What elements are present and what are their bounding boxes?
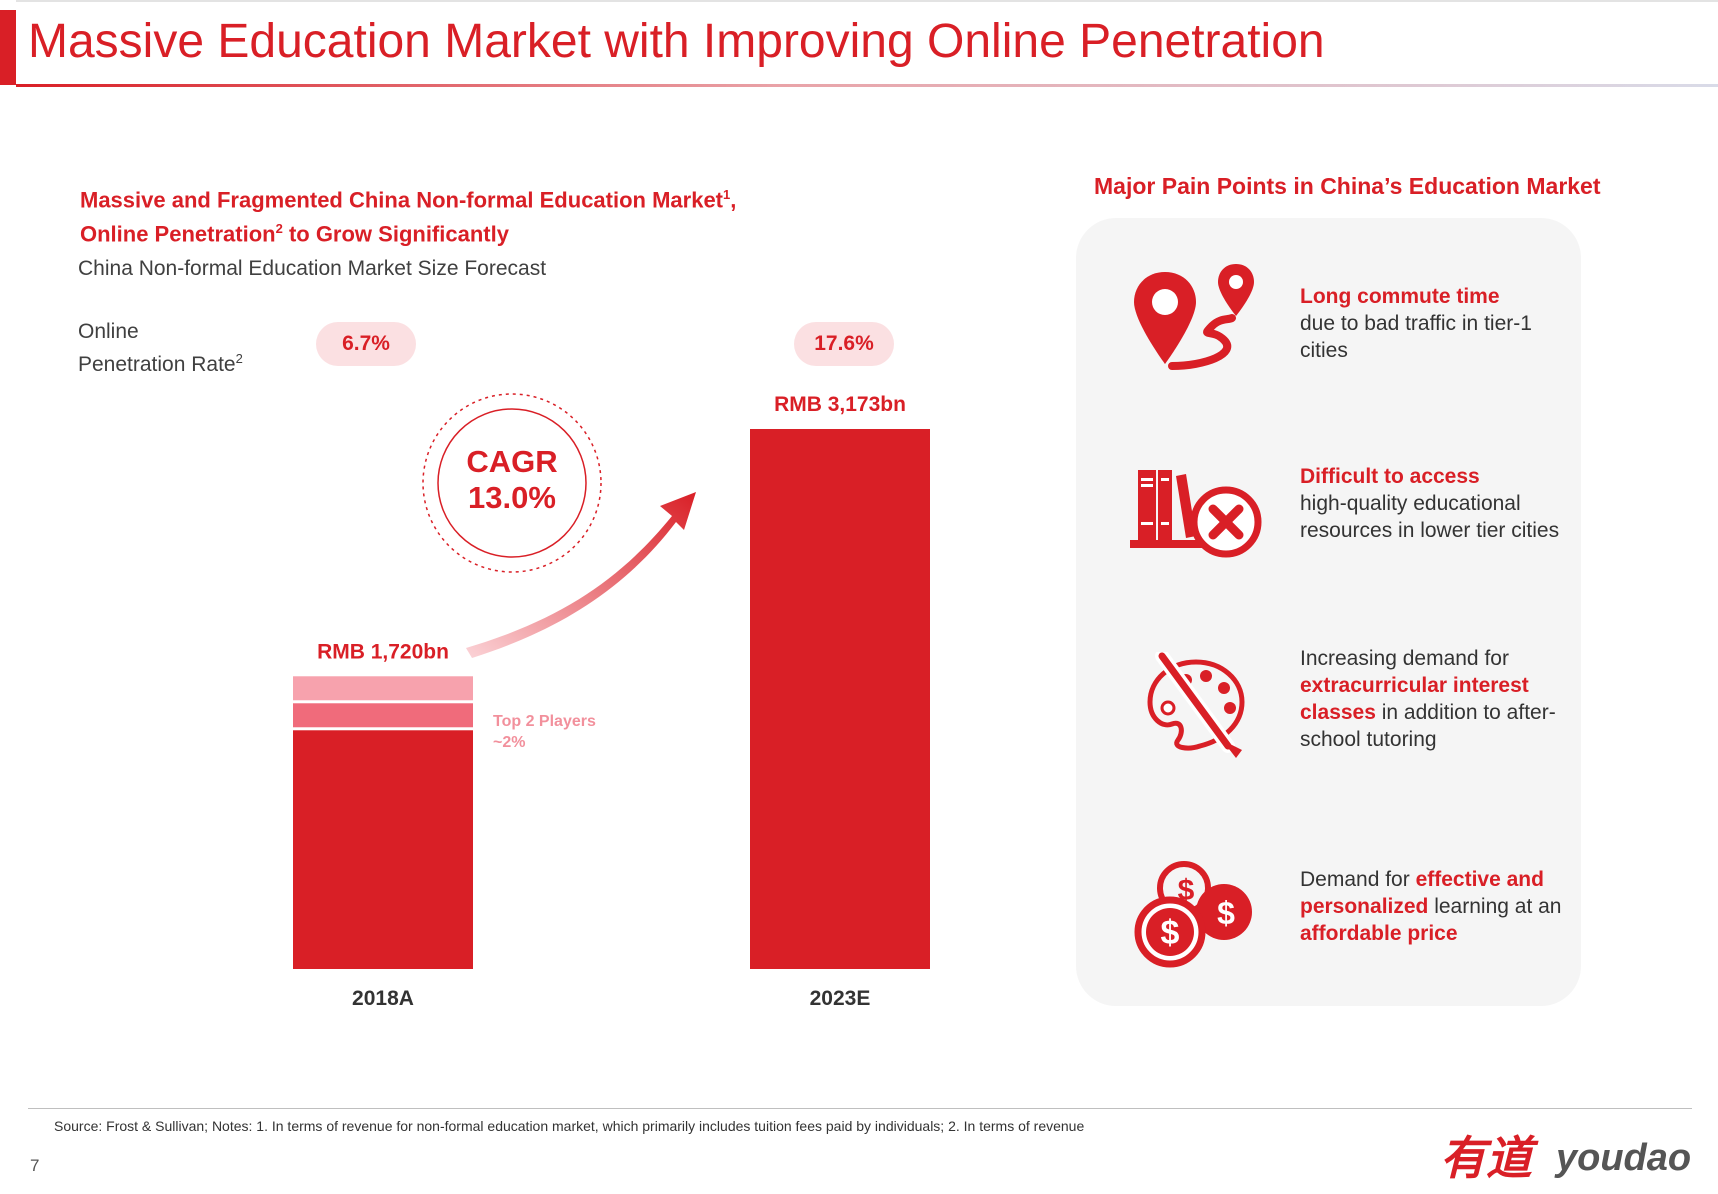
pain-point-4-text-4: affordable price <box>1300 922 1458 945</box>
pain-point-2-text-1: Difficult to access <box>1300 465 1480 488</box>
pain-point-3-text-1: Increasing demand for <box>1300 647 1509 670</box>
title-underline <box>16 84 1718 87</box>
svg-text:$: $ <box>1217 895 1235 931</box>
footnote-ref-2: 2 <box>275 221 283 237</box>
top-players-share: ~2% <box>493 734 525 751</box>
bar-2023E <box>750 429 930 969</box>
svg-text:$: $ <box>1178 874 1195 907</box>
category-label-2023E: 2023E <box>810 987 871 1010</box>
pain-point-3-text-2: extracurricular interest classes <box>1300 674 1529 724</box>
pain-point-1: Long commute time due to bad traffic in t… <box>1300 283 1580 364</box>
pain-point-1-text-2: due to bad traffic in tier-1 cities <box>1300 312 1532 362</box>
svg-text:$: $ <box>1161 914 1180 952</box>
penetration-rate-label: Online Penetration Rate2 <box>78 318 243 378</box>
title-accent-bar <box>0 10 16 85</box>
cagr-value: 13.0% <box>468 480 556 515</box>
footnote-ref-1: 1 <box>723 187 731 202</box>
chart-heading-line2a: Online Penetration <box>80 221 276 247</box>
source-note: Source: Frost & Sullivan; Notes: 1. In t… <box>54 1118 1085 1134</box>
pain-point-3: Increasing demand for extracurricular in… <box>1300 645 1580 753</box>
chart-heading: Massive and Fragmented China Non-formal … <box>80 180 736 249</box>
bar-value-label-2023E: RMB 3,173bn <box>774 393 906 416</box>
bar-value-label-2018A: RMB 1,720bn <box>317 640 449 663</box>
pain-point-4-text-2: effective and personalized <box>1300 868 1544 918</box>
category-label-2018A: 2018A <box>352 987 414 1010</box>
chart-heading-line1: Massive and Fragmented China Non-formal … <box>80 187 724 213</box>
penetration-rate-2023: 17.6% <box>794 322 894 366</box>
youdao-logo: 有道 youdao <box>1440 1131 1691 1185</box>
chart-title: China Non-formal Education Market Size F… <box>78 257 547 280</box>
bar-2018-top-player-2 <box>293 703 473 728</box>
penetration-rate-2018: 6.7% <box>316 322 416 366</box>
top-players-label: Top 2 Players <box>493 713 596 730</box>
pain-point-4: Demand for effective and personalized le… <box>1300 866 1580 947</box>
cagr-outer-dashed-circle <box>422 393 602 573</box>
pain-point-1-text-1: Long commute time <box>1300 285 1500 308</box>
top-border <box>16 0 1718 2</box>
page-title: Massive Education Market with Improving … <box>28 15 1325 68</box>
palette-brush-icon <box>1147 652 1245 758</box>
books-cross-icon <box>1130 470 1262 558</box>
pain-point-3-text-3: in addition to after-school tutoring <box>1300 701 1556 751</box>
chart-heading-comma: , <box>730 187 737 213</box>
cagr-inner-circle <box>437 408 587 558</box>
coins-dollar-icon: $ $ $ <box>1134 861 1252 968</box>
growth-arrow-icon <box>466 492 696 658</box>
logo-chinese: 有道 <box>1440 1131 1539 1185</box>
logo-english: youdao <box>1554 1137 1691 1179</box>
chart-heading-line2b: to Grow Significantly <box>282 221 509 247</box>
map-pin-route-icon <box>1134 264 1254 370</box>
footer-divider <box>28 1108 1692 1109</box>
bar-2018-top-player-1 <box>293 676 473 701</box>
page-number: 7 <box>30 1156 40 1175</box>
penetration-footnote-ref: 2 <box>235 351 243 366</box>
pain-point-2-text-2: high-quality educational resources in lo… <box>1300 492 1560 542</box>
pain-point-4-text-1: Demand for <box>1300 868 1416 891</box>
cagr-label: CAGR <box>466 444 557 479</box>
penetration-label-line2: Penetration Rate <box>78 353 236 376</box>
pain-point-4-text-3: learning at an <box>1428 895 1562 918</box>
bar-2018 <box>293 730 473 969</box>
pain-points-heading: Major Pain Points in China’s Education M… <box>1094 173 1601 199</box>
pain-point-2: Difficult to access high-quality educatio… <box>1300 463 1580 544</box>
penetration-label-line1: Online <box>78 320 139 343</box>
